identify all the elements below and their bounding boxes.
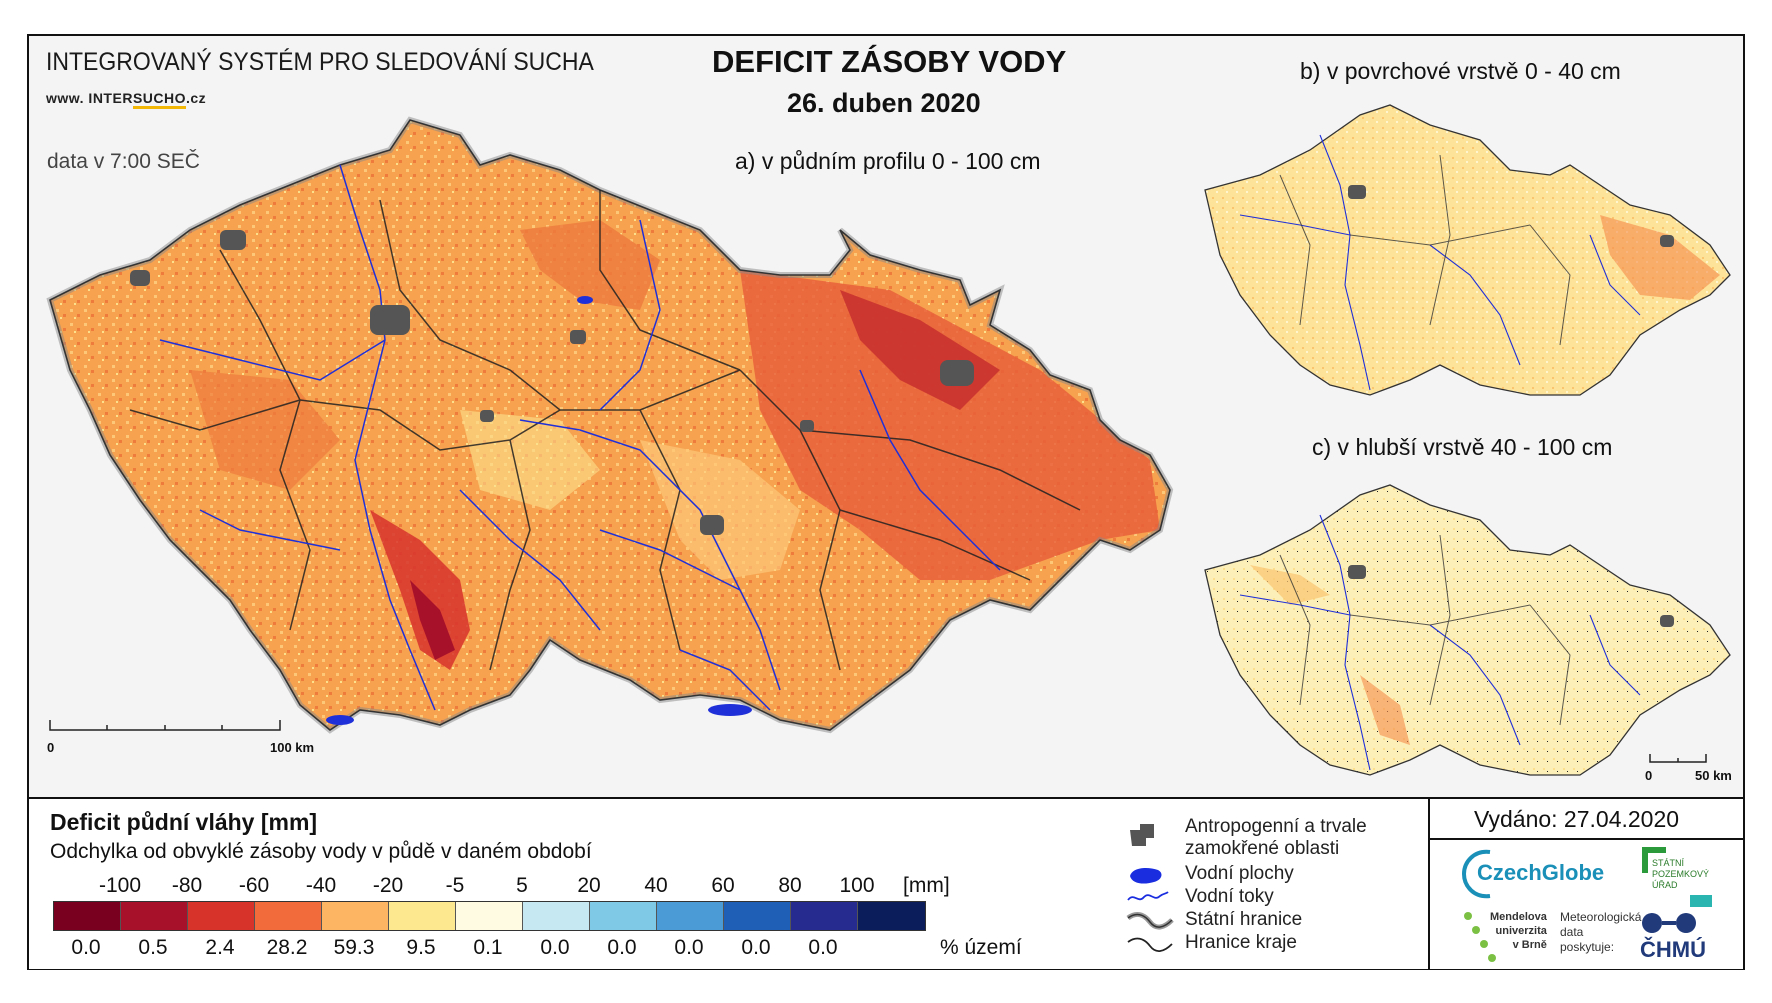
map-a-title: a) v půdním profilu 0 - 100 cm [735, 148, 1041, 174]
legend-bin [255, 902, 322, 930]
scale-c-end: 50 km [1695, 768, 1732, 783]
scale-c-start: 0 [1645, 768, 1653, 783]
meteo-line-2: data [1560, 925, 1584, 939]
spu-line-1: STÁTNÍ [1652, 858, 1685, 868]
spu-logo: STÁTNÍ POZEMKOVÝ ÚŘAD [1652, 858, 1709, 891]
legend-bin [523, 902, 590, 930]
legend-percent: 9.5 [406, 936, 436, 959]
legend-band [29, 799, 1743, 969]
legend-percent: 2.4 [205, 936, 235, 959]
map-c [1204, 484, 1731, 776]
chmu-logo-icon [1642, 913, 1696, 933]
legend-bin [188, 902, 255, 930]
legend-tick: 20 [577, 874, 601, 897]
legend-percent: 0.0 [808, 936, 838, 959]
map-c-title: c) v hlubší vrstvě 40 - 100 cm [1312, 434, 1613, 460]
map-b-title: b) v povrchové vrstvě 0 - 40 cm [1300, 58, 1621, 84]
scale-bar-c [1649, 754, 1707, 763]
spu-line-2: POZEMKOVÝ [1652, 869, 1710, 879]
meteo-line-3: poskytuje: [1560, 940, 1615, 954]
legend-tick: -60 [238, 874, 270, 897]
legend-state-border: Státní hranice [1185, 909, 1303, 930]
legend-percent: 0.0 [71, 936, 101, 959]
scale-a-start: 0 [47, 740, 55, 755]
meteo-credit: Meteorologická data poskytuje: [1560, 910, 1641, 955]
legend-percent: 0.0 [540, 936, 570, 959]
spu-logo-icon [1642, 847, 1666, 873]
legend-water-bodies: Vodní plochy [1185, 863, 1294, 884]
legend-unit: [mm] [903, 874, 950, 897]
legend-divider [27, 797, 1745, 799]
legend-title: Deficit půdní vláhy [mm] [50, 809, 318, 835]
mendel-line-2: univerzita [1495, 925, 1547, 937]
spu-line-3: ÚŘAD [1652, 880, 1678, 890]
teal-mark-icon [1690, 895, 1712, 907]
legend-anthropogenic-2: zamokřené oblasti [1185, 838, 1340, 859]
legend-region-border: Hranice kraje [1185, 932, 1297, 953]
mendel-dots-icon [1464, 912, 1496, 962]
czechglobe-label: CzechGlobe [1477, 860, 1605, 885]
legend-tick: -5 [445, 874, 465, 897]
legend-rivers: Vodní toky [1185, 886, 1274, 907]
website-prefix: www. INTER [46, 90, 133, 106]
legend-bin [858, 902, 925, 930]
legend-bin [322, 902, 389, 930]
issued-date: Vydáno: 27.04.2020 [1474, 806, 1680, 832]
footer-divider [1428, 797, 1430, 970]
legend-tick: 5 [516, 874, 528, 897]
anthropogenic-area-icon [1130, 824, 1154, 846]
meteo-line-1: Meteorologická [1560, 910, 1642, 924]
chmu-label: ČHMÚ [1640, 937, 1706, 962]
legend-percent: 28.2 [266, 936, 308, 959]
legend-bin [590, 902, 657, 930]
website-suffix: .cz [186, 90, 207, 106]
legend-percent: 0.0 [674, 936, 704, 959]
legend-tick: -20 [372, 874, 404, 897]
website-link[interactable]: www. INTERSUCHO.cz [46, 90, 207, 109]
legend-bin [456, 902, 523, 930]
region-border-icon [1127, 937, 1173, 952]
legend-bin [724, 902, 791, 930]
legend-tick: 60 [711, 874, 735, 897]
legend-bin [121, 902, 188, 930]
system-title: INTEGROVANÝ SYSTÉM PRO SLEDOVÁNÍ SUCHA [46, 48, 594, 76]
legend-subtitle: Odchylka od obvyklé zásoby vody v půdě v… [50, 840, 592, 863]
legend-bin [657, 902, 724, 930]
legend-tick: -100 [98, 874, 142, 897]
main-title: DEFICIT ZÁSOBY VODY [712, 44, 1067, 79]
mendel-logo: Mendelova univerzita v Brně [1490, 910, 1547, 952]
state-border-icon [1126, 912, 1174, 930]
issued-divider [1428, 838, 1745, 840]
mendel-line-1: Mendelova [1490, 911, 1547, 923]
date: 26. duben 2020 [787, 88, 981, 118]
river-icon [1127, 891, 1169, 901]
website-highlight: SUCHO [132, 90, 186, 109]
map-a [46, 116, 1174, 734]
legend-tick: 100 [839, 874, 875, 897]
legend-bin [791, 902, 858, 930]
legend-bin [54, 902, 121, 930]
scale-bar-a [49, 720, 281, 731]
legend-tick: 80 [778, 874, 802, 897]
mendel-line-3: v Brně [1512, 939, 1547, 951]
legend-tick: -40 [305, 874, 337, 897]
legend-percent: 0.0 [607, 936, 637, 959]
czechglobe-logo-icon [1461, 849, 1491, 899]
legend-color-bins [53, 901, 926, 931]
water-body-icon [1130, 868, 1162, 884]
legend-bin [389, 902, 456, 930]
legend-percent: 0.5 [138, 936, 168, 959]
legend-anthropogenic-1: Antropogenní a trvale [1185, 816, 1367, 837]
legend-percent: 0.1 [473, 936, 503, 959]
legend-tick: -80 [171, 874, 203, 897]
scale-a-end: 100 km [270, 740, 315, 755]
legend-percent: 0.0 [741, 936, 771, 959]
legend-percent: 59.3 [333, 936, 375, 959]
legend-percent-label: % území [940, 936, 1022, 959]
map-b [1204, 104, 1731, 396]
legend-tick: 40 [644, 874, 668, 897]
data-time: data v 7:00 SEČ [47, 150, 200, 173]
